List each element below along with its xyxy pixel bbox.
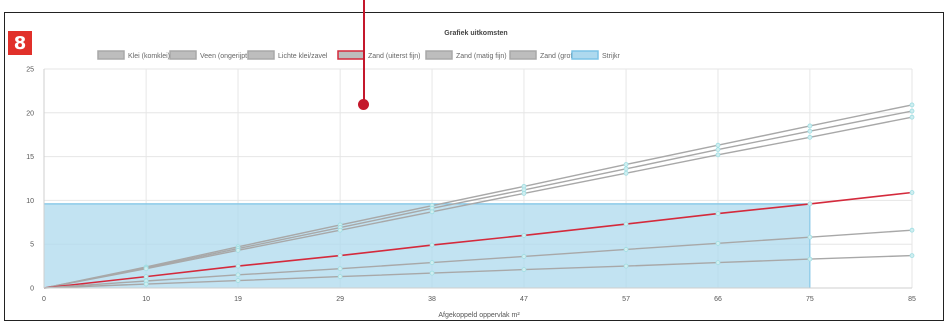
chart-axes: 0 5 10 15 20 25 0 10 19 29 38 47 57 66 75 85 — [26, 67, 916, 304]
data-point — [909, 102, 915, 108]
data-point — [909, 253, 915, 258]
legend-item[interactable]: Klei (komklei) — [97, 50, 170, 60]
legend-item[interactable]: Lichte klei/zavel — [247, 50, 328, 60]
y-tick-label: 20 — [26, 110, 34, 117]
data-point — [623, 162, 629, 167]
data-point — [807, 128, 813, 134]
data-point — [715, 260, 721, 265]
data-point — [909, 190, 915, 195]
y-tick-label: 25 — [26, 67, 34, 74]
data-point — [623, 166, 629, 172]
x-tick-label: 66 — [714, 296, 722, 303]
data-point — [143, 266, 149, 272]
data-point — [521, 254, 527, 259]
y-tick-label: 0 — [30, 286, 34, 293]
legend-label: Zand (uiterst fijn) — [368, 53, 421, 60]
legend-item[interactable]: Zand (matig fijn) — [425, 50, 507, 60]
data-point — [521, 233, 527, 238]
legend-swatch — [337, 50, 365, 60]
legend-swatch — [97, 50, 125, 60]
data-point — [715, 211, 721, 216]
series-line-0 — [43, 104, 913, 289]
legend-swatch — [247, 50, 275, 60]
data-point — [715, 240, 721, 246]
data-point — [235, 272, 241, 278]
x-axis-label: Afgekoppeld oppervlak m² — [438, 312, 520, 319]
data-point — [909, 108, 915, 114]
data-point — [715, 142, 721, 148]
x-tick-label: 0 — [42, 296, 46, 303]
data-point — [143, 281, 149, 287]
y-tick-label: 15 — [26, 154, 34, 161]
legend-label: Klei (komklei) — [128, 53, 170, 60]
data-point — [623, 221, 629, 227]
legend-item[interactable]: Zand (grof) — [509, 50, 575, 60]
figure-number-badge: 8 — [8, 31, 32, 55]
series-line-3 — [43, 191, 913, 289]
x-tick-label: 85 — [908, 296, 916, 303]
data-point — [623, 170, 629, 176]
legend-item[interactable]: Zand (uiterst fijn) — [337, 50, 421, 60]
data-point — [235, 278, 241, 283]
legend-label: Lichte klei/zavel — [278, 53, 328, 60]
legend-swatch — [571, 50, 599, 60]
data-point — [235, 263, 241, 269]
legend-label: Zand (matig fijn) — [456, 53, 507, 60]
data-point — [521, 190, 527, 196]
data-point — [429, 209, 435, 215]
data-point — [623, 263, 629, 269]
series-line-4 — [43, 229, 913, 289]
data-point — [337, 266, 343, 272]
series-line-5 — [43, 254, 913, 289]
data-point — [807, 256, 813, 262]
data-point — [715, 152, 721, 158]
data-point — [909, 114, 915, 120]
chart-title: Grafiek uitkomsten — [444, 30, 507, 37]
y-tick-label: 10 — [26, 198, 34, 205]
y-tick-label: 5 — [30, 242, 34, 249]
data-point — [337, 227, 343, 233]
chart-series-layer — [43, 104, 913, 289]
x-tick-label: 38 — [428, 296, 436, 303]
legend-swatch — [169, 50, 197, 60]
legend-item[interactable]: Strijkr — [571, 50, 621, 60]
legend-label: Strijkr — [602, 53, 621, 60]
legend-label: Veen (ongerijpt) — [200, 53, 249, 60]
data-point — [807, 234, 813, 240]
data-point — [337, 253, 343, 258]
chart-points-layer — [143, 102, 915, 287]
chart-legend[interactable]: Klei (komklei) Veen (ongerijpt) Lichte kle… — [97, 50, 621, 60]
data-point — [715, 147, 721, 152]
data-point — [807, 201, 813, 207]
data-point — [429, 270, 435, 276]
x-tick-label: 47 — [520, 296, 528, 303]
data-point — [807, 134, 813, 140]
data-point — [337, 274, 343, 280]
data-point — [235, 247, 241, 253]
data-point — [429, 260, 435, 265]
data-point — [807, 123, 813, 129]
data-point — [623, 247, 629, 252]
callout-line — [363, 0, 365, 102]
series-line-1 — [43, 110, 913, 289]
x-tick-label: 19 — [234, 296, 242, 303]
data-point — [429, 242, 435, 248]
data-point — [143, 274, 149, 280]
legend-swatch — [425, 50, 453, 60]
x-tick-label: 29 — [336, 296, 344, 303]
x-tick-label: 75 — [806, 296, 814, 303]
callout-dot — [358, 99, 369, 110]
legend-swatch — [509, 50, 537, 60]
legend-label: Zand (grof) — [540, 53, 575, 60]
x-tick-label: 57 — [622, 296, 630, 303]
legend-item[interactable]: Veen (ongerijpt) — [169, 50, 249, 60]
series-line-2 — [43, 116, 913, 289]
x-tick-label: 10 — [142, 296, 150, 303]
data-point — [909, 227, 915, 233]
data-point — [521, 267, 527, 273]
